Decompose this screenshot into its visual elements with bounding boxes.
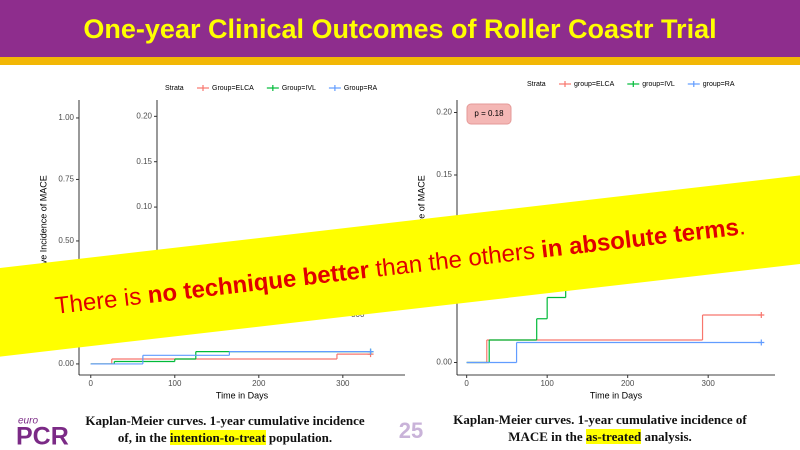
- caption: Kaplan-Meier curves. 1-year cumulative i…: [435, 411, 765, 445]
- y-tick-label: 0.00: [436, 358, 452, 367]
- header-band: [0, 0, 800, 57]
- y-tick-label: 0.10: [136, 202, 152, 211]
- caption-part: population.: [265, 430, 333, 445]
- legend-label: Group=RA: [344, 85, 378, 92]
- y-tick-label: 0.20: [436, 108, 452, 117]
- annotation: p = 0.18: [474, 109, 504, 118]
- y-tick-label: 0.00: [58, 359, 74, 368]
- x-axis-title: Time in Days: [216, 390, 269, 400]
- legend-label: group=IVL: [642, 81, 675, 88]
- header-stripe: [0, 57, 800, 65]
- legend-title: Strata: [527, 81, 546, 88]
- banner: There is no technique better than the ot…: [0, 175, 800, 357]
- caption-part: of, in the: [117, 430, 170, 445]
- caption-highlight: intention-to-treat: [169, 430, 266, 445]
- banner-part: .: [737, 213, 747, 241]
- slide-title: One-year Clinical Outcomes of Roller Coa…: [83, 14, 716, 44]
- y-axis-title: Cumulative Incidence of MACE: [38, 175, 48, 300]
- x-tick-label: 200: [252, 379, 266, 388]
- legend-label: group=RA: [703, 81, 735, 88]
- caption-part: analysis.: [641, 429, 692, 444]
- annotation-box: [466, 103, 512, 125]
- legend-title: Strata: [165, 85, 184, 92]
- censor-mark: [367, 348, 374, 355]
- x-tick-label: 100: [540, 379, 554, 388]
- censor-mark: [758, 312, 765, 318]
- y-tick-label: 0.20: [136, 111, 152, 120]
- y-tick-label: 0.15: [436, 170, 452, 179]
- banner-box: [0, 175, 800, 357]
- x-tick-label: 0: [89, 379, 94, 388]
- caption-part: MACE in the: [508, 429, 586, 444]
- caption-line: Kaplan-Meier curves. 1-year cumulative i…: [453, 412, 747, 427]
- caption: Kaplan-Meier curves. 1-year cumulative i…: [60, 412, 390, 446]
- x-tick-label: 300: [336, 379, 350, 388]
- x-tick-label: 300: [702, 379, 716, 388]
- y-tick-label: 0.50: [58, 236, 74, 245]
- censor-mark: [758, 339, 765, 346]
- legend-label: Group=ELCA: [212, 85, 254, 92]
- caption-line: Kaplan-Meier curves. 1-year cumulative i…: [85, 413, 365, 428]
- x-tick-label: 200: [621, 379, 635, 388]
- y-tick-label: 1.00: [58, 113, 74, 122]
- logo-small: euro: [18, 416, 38, 427]
- x-tick-label: 100: [168, 379, 182, 388]
- legend-label: group=ELCA: [574, 81, 615, 88]
- x-tick-label: 0: [464, 379, 469, 388]
- caption-highlight: as-treated: [585, 429, 642, 444]
- y-tick-label: 0.75: [58, 175, 74, 184]
- y-tick-label: 0.15: [136, 157, 152, 166]
- caption-line: MACE in the as-treated analysis.: [435, 428, 765, 445]
- page-number: 25: [399, 418, 423, 443]
- legend-label: Group=IVL: [282, 85, 316, 92]
- logo-large: PCR: [16, 423, 69, 450]
- x-axis-title: Time in Days: [590, 390, 643, 400]
- caption-line: of, in the intention-to-treat population…: [60, 429, 390, 446]
